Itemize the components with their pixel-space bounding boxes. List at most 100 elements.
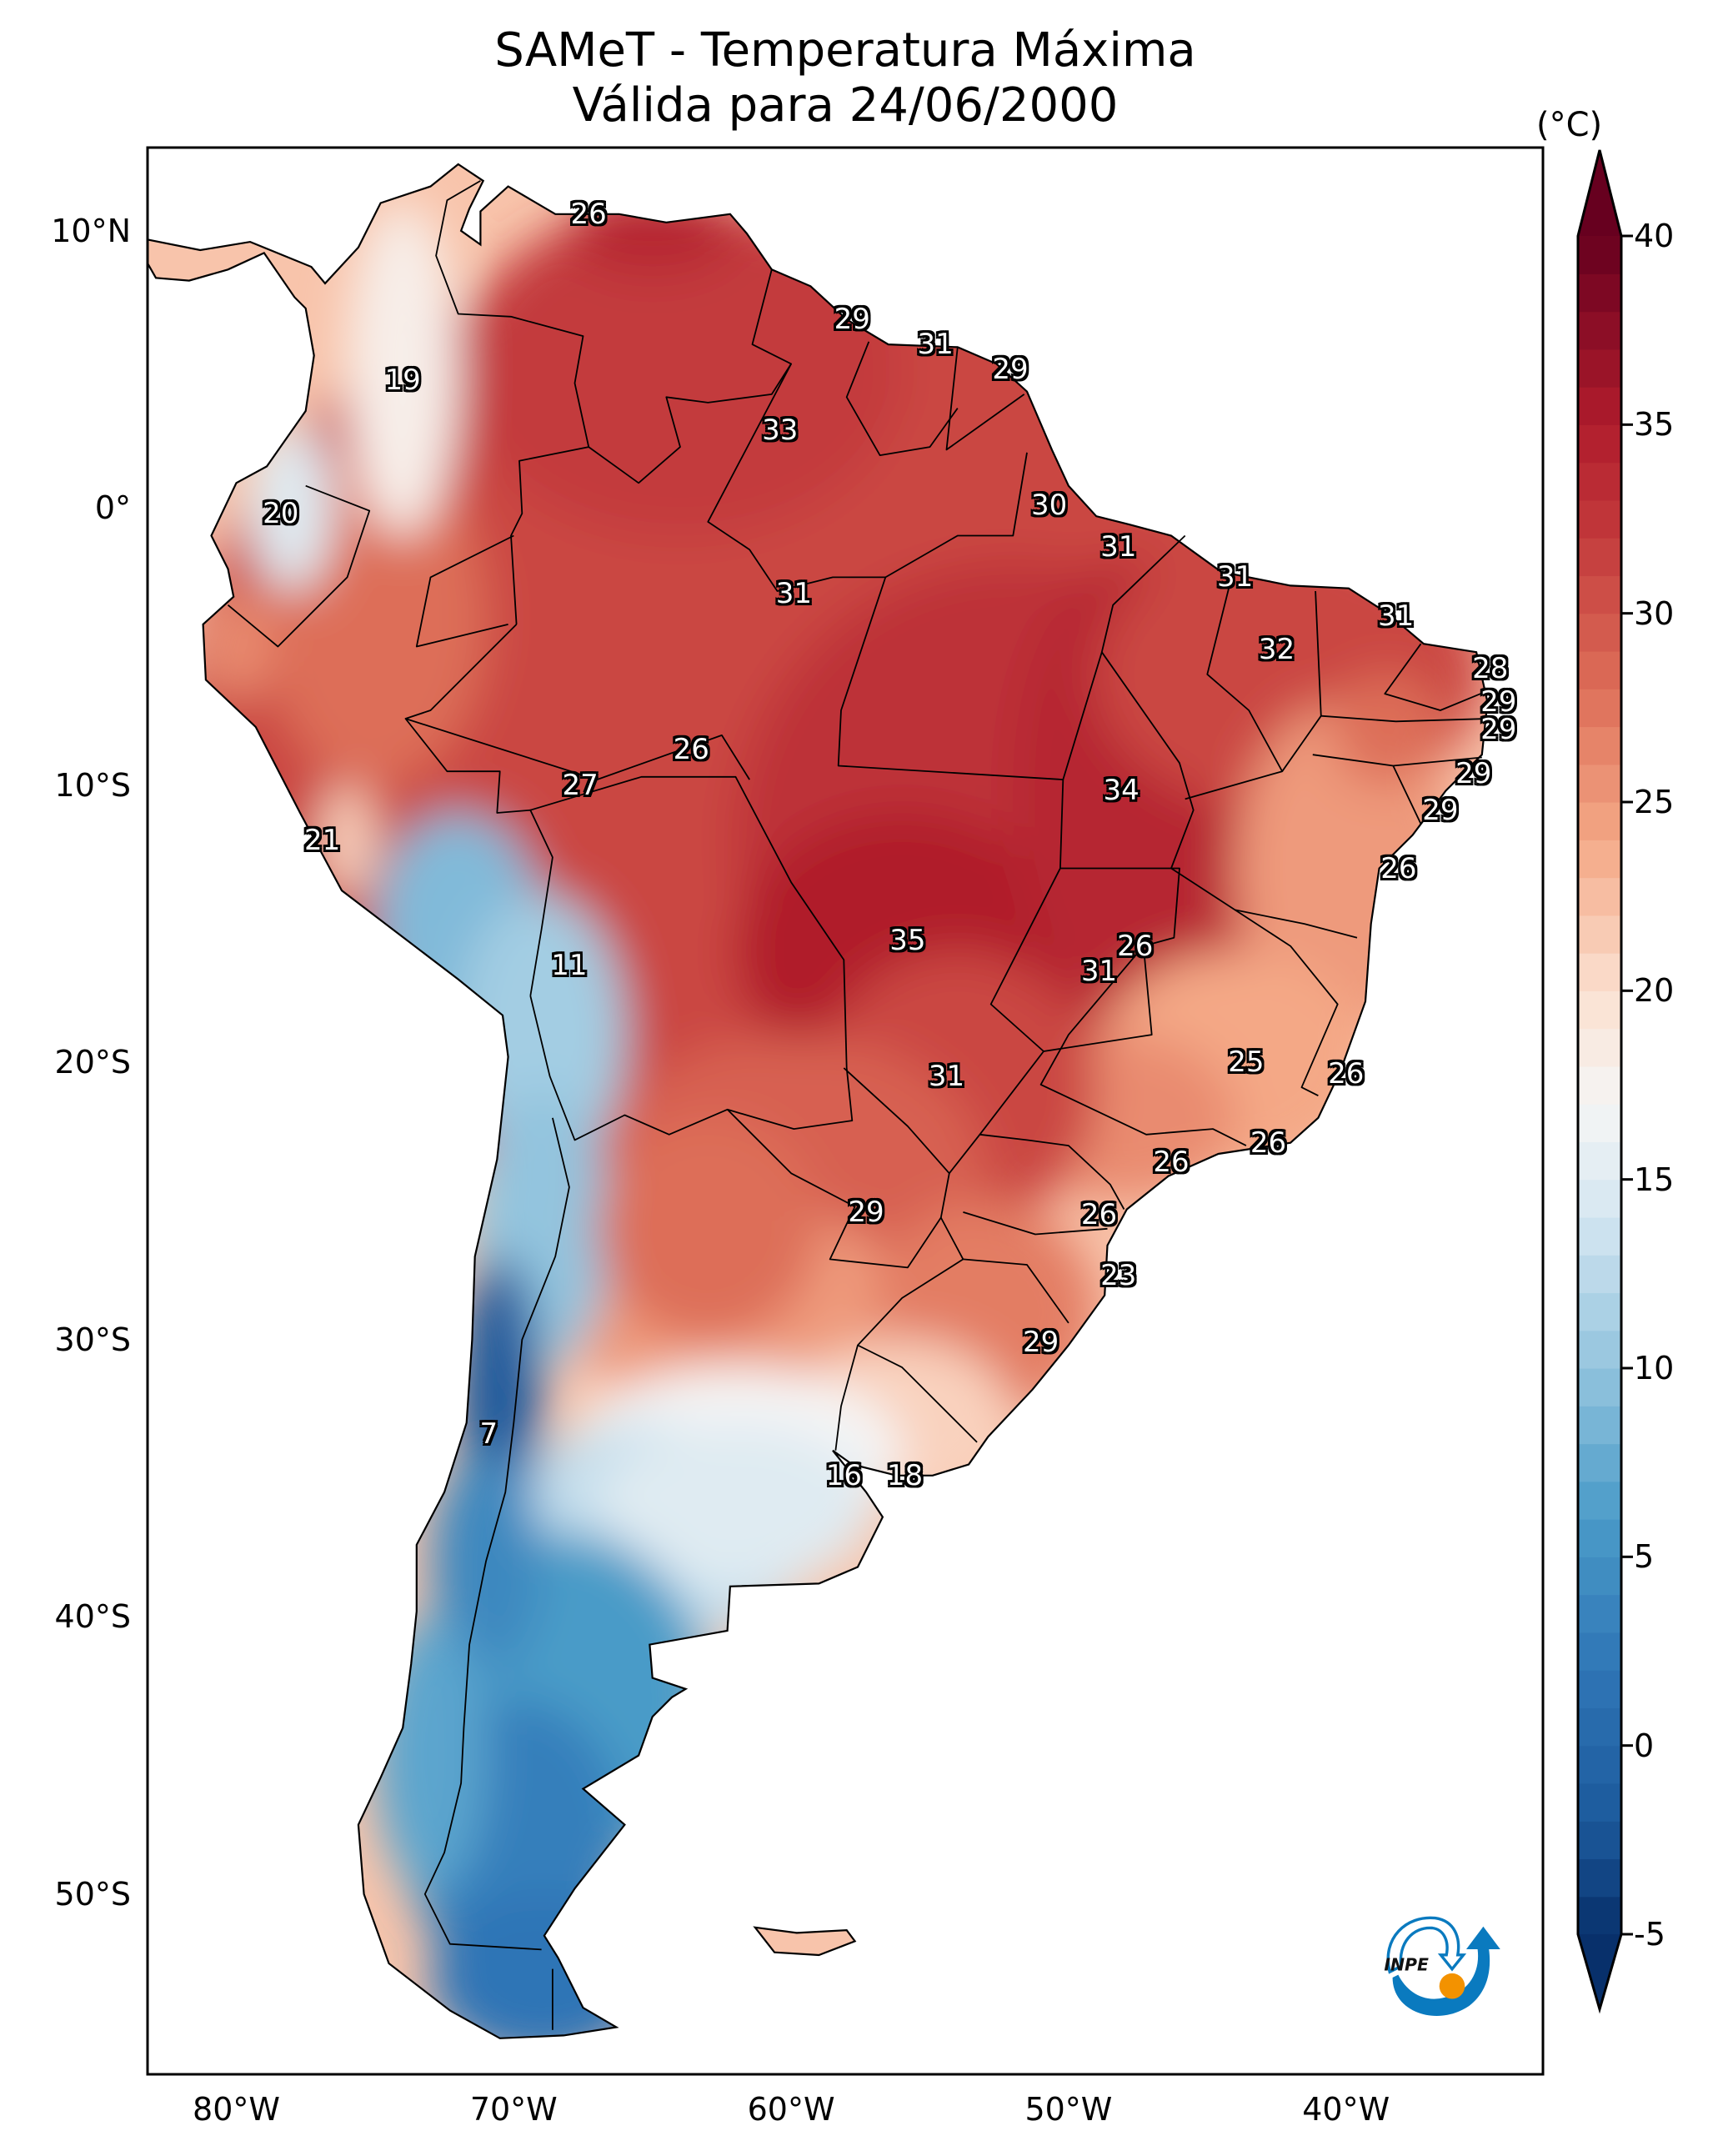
field-cell	[203, 590, 270, 703]
border-line	[1170, 867, 1358, 939]
colorbar-band	[1578, 1065, 1621, 1105]
temperature-label: 31	[1100, 529, 1137, 564]
colorbar-band	[1578, 1745, 1621, 1784]
field-cell	[347, 202, 458, 537]
border-line	[435, 180, 590, 624]
temperature-label: 29	[848, 1195, 884, 1229]
border-line	[707, 363, 1028, 592]
border-line	[404, 624, 553, 996]
longitude-tick-label: 40°W	[1302, 2091, 1390, 2128]
field-cell	[374, 1616, 487, 1895]
colorbar-band	[1578, 348, 1621, 388]
latitude-tick-label: 30°S	[54, 1321, 131, 1358]
colorbar-tick-label: 25	[1634, 784, 1675, 820]
colorbar-band	[1578, 424, 1621, 464]
border-line	[963, 1211, 1108, 1236]
colorbar-tick-label: -5	[1634, 1916, 1665, 1953]
temperature-label: 23	[1100, 1259, 1137, 1293]
colorbar-band	[1578, 1481, 1621, 1520]
temperature-label: 29	[1480, 685, 1517, 720]
temperature-label: 29	[1480, 713, 1517, 747]
latitude-tick-label: 20°S	[54, 1044, 131, 1081]
inpe-logo: INPE	[1384, 1916, 1500, 2016]
colorbar-band	[1578, 1858, 1621, 1898]
temperature-label: 20	[263, 496, 299, 530]
field-cell	[1331, 674, 1444, 786]
logo-text: INPE	[1384, 1955, 1429, 1975]
field-cell	[250, 424, 334, 592]
temperature-label: 31	[1216, 560, 1254, 594]
colorbar-band	[1578, 1216, 1621, 1256]
border-line	[405, 718, 750, 780]
colorbar-band	[1578, 1594, 1621, 1633]
coastline	[148, 163, 1489, 2039]
colorbar-tick-label: 5	[1634, 1538, 1655, 1576]
colorbar-band	[1578, 802, 1621, 840]
colorbar-extend-min	[1578, 1934, 1621, 2009]
temperature-label: 29	[1022, 1326, 1059, 1360]
colorbar-band	[1578, 915, 1621, 954]
border-line	[1043, 867, 1180, 1052]
temperature-label: 31	[928, 1059, 965, 1093]
longitude-tick-label: 70°W	[469, 2091, 558, 2128]
border-line	[415, 534, 514, 648]
latitude-tick-label: 10°N	[51, 212, 131, 249]
country-borders	[148, 163, 1489, 2039]
colorbar-tick-label: 15	[1634, 1161, 1675, 1198]
border-line	[227, 484, 371, 648]
colorbar	[1576, 149, 1633, 2014]
temperature-label: 7	[479, 1416, 498, 1451]
temperature-label: 29	[834, 303, 870, 337]
colorbar-band	[1578, 1028, 1621, 1067]
border-line	[1062, 534, 1186, 780]
colorbar-band	[1578, 990, 1621, 1030]
temperature-label: 35	[889, 924, 926, 957]
temperature-label: 30	[1030, 488, 1068, 522]
colorbar-tick-label: 20	[1634, 972, 1675, 1010]
border-line	[1320, 714, 1488, 723]
temperature-label: 32	[1258, 632, 1295, 666]
logo-sun-icon	[1439, 1973, 1465, 1999]
temperature-label: 26	[1117, 929, 1154, 963]
latitude-tick-label: 50°S	[54, 1875, 131, 1913]
colorbar-band	[1578, 1519, 1621, 1557]
map-frame	[146, 146, 1545, 2076]
colorbar-band	[1578, 840, 1621, 879]
colorbar-band	[1578, 1557, 1621, 1596]
map-area	[148, 163, 1489, 2039]
temperature-label: 26	[1153, 1146, 1190, 1180]
colorbar-band	[1578, 1104, 1621, 1143]
colorbar-band	[1578, 575, 1621, 614]
temperature-label: 31	[775, 577, 813, 611]
colorbar-band	[1578, 1632, 1621, 1671]
temperature-label: 31	[917, 328, 954, 362]
colorbar-band	[1578, 953, 1621, 991]
colorbar-band	[1578, 877, 1621, 916]
temperature-label: 29	[992, 353, 1029, 386]
temperature-label: 27	[562, 768, 599, 802]
field-cell	[596, 1422, 875, 1590]
border-line	[857, 1217, 978, 1443]
temperature-label: 21	[304, 824, 341, 858]
temperature-label: 26	[1380, 851, 1417, 885]
title-line-2: Válida para 24/06/2000	[572, 78, 1119, 133]
logo-arc-icon	[1386, 1916, 1467, 1974]
temperature-label: 26	[1250, 1126, 1287, 1160]
colorbar-band	[1578, 387, 1621, 425]
colorbar-unit-label: (°C)	[1536, 106, 1603, 144]
colorbar-tick-label: 40	[1634, 218, 1675, 254]
logo-swirl-icon	[1392, 1926, 1500, 2016]
border-line	[979, 1133, 1125, 1210]
temperature-label: 34	[1103, 774, 1139, 808]
colorbar-tick-label: 35	[1634, 406, 1675, 444]
colorbar-band	[1578, 1330, 1621, 1369]
colorbar-band	[1578, 726, 1621, 765]
latitude-tick-label: 10°S	[54, 766, 131, 804]
colorbar-band	[1578, 1707, 1621, 1747]
longitude-tick-label: 60°W	[747, 2091, 835, 2128]
temperature-label: 26	[673, 732, 709, 766]
colorbar-band	[1578, 1896, 1621, 1935]
colorbar-band	[1578, 462, 1621, 501]
border-line	[963, 1258, 1069, 1324]
